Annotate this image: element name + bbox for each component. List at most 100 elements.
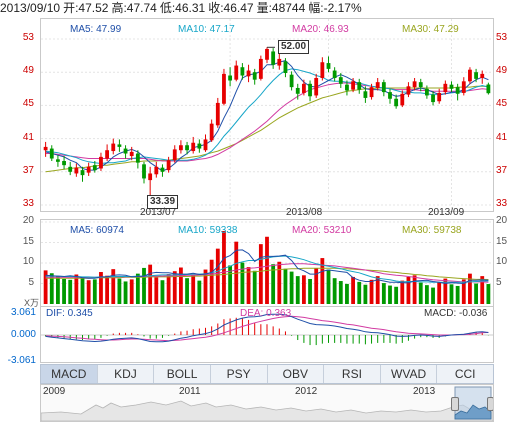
vol-ma10-legend: MA10: 59338 xyxy=(178,225,238,236)
volume-bar xyxy=(49,273,54,304)
volume-bar xyxy=(449,284,454,304)
volume-bar xyxy=(74,274,79,304)
price-ma10-legend: MA10: 47.17 xyxy=(178,24,235,35)
candle-body xyxy=(314,78,319,96)
candle-body xyxy=(486,84,491,94)
tab-kdj[interactable]: KDJ xyxy=(98,365,155,383)
price-ma5-line xyxy=(45,60,489,172)
volume-bar xyxy=(400,280,405,304)
volume-bar xyxy=(197,280,202,304)
quote-open: 开:47.52 xyxy=(63,1,109,15)
candle-body xyxy=(74,167,79,174)
volume-bar xyxy=(68,279,73,304)
macd-chart[interactable] xyxy=(41,307,493,362)
volume-bar xyxy=(363,284,368,304)
candle-body xyxy=(222,73,226,104)
time-range-navigator[interactable]: 2009 2011 2012 2013 xyxy=(40,384,494,422)
candle-body xyxy=(332,70,337,79)
candle-body xyxy=(62,161,66,166)
candle-body xyxy=(338,77,343,84)
price-axis-right-label: 41 xyxy=(496,131,508,143)
nav-year-2009: 2009 xyxy=(43,386,66,397)
volume-bar xyxy=(123,281,128,304)
candle-body xyxy=(154,166,159,175)
price-axis-right-label: 45 xyxy=(496,98,508,110)
macd-axis-bottom: -3.061 xyxy=(7,355,36,366)
candle-body xyxy=(394,98,399,107)
candle-body xyxy=(320,62,325,79)
candle-body xyxy=(123,148,128,154)
navigator-right-handle[interactable] xyxy=(487,397,493,411)
candle-body xyxy=(345,84,349,91)
quote-date: 2013/09/10 xyxy=(0,1,61,15)
candle-body xyxy=(437,92,442,102)
volume-bar xyxy=(289,271,294,304)
candle-body xyxy=(203,139,208,151)
tab-boll[interactable]: BOLL xyxy=(154,365,211,383)
candle-body xyxy=(412,81,417,88)
volume-bar xyxy=(105,275,110,304)
volume-bar xyxy=(172,271,177,304)
x-label-aug: 2013/08 xyxy=(286,207,323,218)
price-axis-right-label: 49 xyxy=(496,65,508,77)
volume-bar xyxy=(117,278,122,304)
navigator-left-handle[interactable] xyxy=(451,397,459,411)
macd-dea-legend: DEA: 0.363 xyxy=(240,308,292,319)
macd-dea-line xyxy=(45,315,489,342)
macd-axis-top: 3.061 xyxy=(10,307,36,318)
volume-axis-right-label: 15 xyxy=(496,235,508,247)
tab-obv[interactable]: OBV xyxy=(268,365,325,383)
volume-bar xyxy=(381,283,386,304)
volume-bar xyxy=(142,267,146,304)
tab-psy[interactable]: PSY xyxy=(211,365,268,383)
quote-close: 收:46.47 xyxy=(208,1,254,15)
volume-bar xyxy=(222,231,226,304)
volume-ma5-line xyxy=(45,249,489,285)
price-ma30-legend: MA30: 47.29 xyxy=(402,24,459,35)
volume-bar xyxy=(412,275,417,304)
candle-body xyxy=(43,146,48,151)
volume-bar xyxy=(148,264,153,304)
volume-bar xyxy=(209,259,214,304)
macd-value-legend: MACD: -0.036 xyxy=(424,308,488,319)
price-ma20-legend: MA20: 46.93 xyxy=(292,24,349,35)
price-chart-panel[interactable] xyxy=(40,18,494,212)
candle-body xyxy=(381,82,386,93)
volume-chart[interactable] xyxy=(41,220,493,306)
price-axis-right-label: 33 xyxy=(496,198,508,209)
vol-ma5-legend: MA5: 60974 xyxy=(70,225,124,236)
volume-bar xyxy=(295,276,300,304)
volume-bar xyxy=(369,279,374,304)
candle-body xyxy=(480,73,485,79)
candle-body xyxy=(148,173,153,181)
volume-bar xyxy=(178,267,183,304)
candle-body xyxy=(86,166,91,173)
quote-header: 2013/09/10 开:47.52 高:47.74 低:46.31 收:46.47 量:… xyxy=(0,0,515,16)
candle-body xyxy=(166,160,171,171)
macd-chart-panel[interactable] xyxy=(40,306,494,363)
tab-rsi[interactable]: RSI xyxy=(324,365,381,383)
candle-body xyxy=(228,75,233,81)
candle-body xyxy=(449,84,454,89)
tab-wvad[interactable]: WVAD xyxy=(381,365,438,383)
candle-body xyxy=(406,86,411,95)
x-label-sep: 2013/09 xyxy=(428,207,465,218)
volume-bar xyxy=(468,273,472,304)
candle-body xyxy=(191,142,196,152)
quote-low: 低:46.31 xyxy=(159,1,206,15)
candle-body xyxy=(326,63,331,69)
candle-body xyxy=(99,156,103,169)
tab-cci[interactable]: CCI xyxy=(454,367,476,381)
volume-chart-panel[interactable] xyxy=(40,219,494,307)
price-chart[interactable] xyxy=(41,19,493,211)
volume-bar xyxy=(252,270,257,304)
volume-ma30-line xyxy=(45,267,489,280)
macd-axis-zero: 0.000 xyxy=(10,329,36,340)
price-axis-left-label: 37 xyxy=(22,164,34,176)
volume-bar xyxy=(388,285,392,304)
price-axis-left-label: 53 xyxy=(22,32,34,43)
volume-bar xyxy=(424,285,429,304)
price-ma5-legend: MA5: 47.99 xyxy=(70,24,122,35)
volume-axis-left-label: 10 xyxy=(22,256,34,267)
tab-macd[interactable]: MACD xyxy=(41,365,98,383)
